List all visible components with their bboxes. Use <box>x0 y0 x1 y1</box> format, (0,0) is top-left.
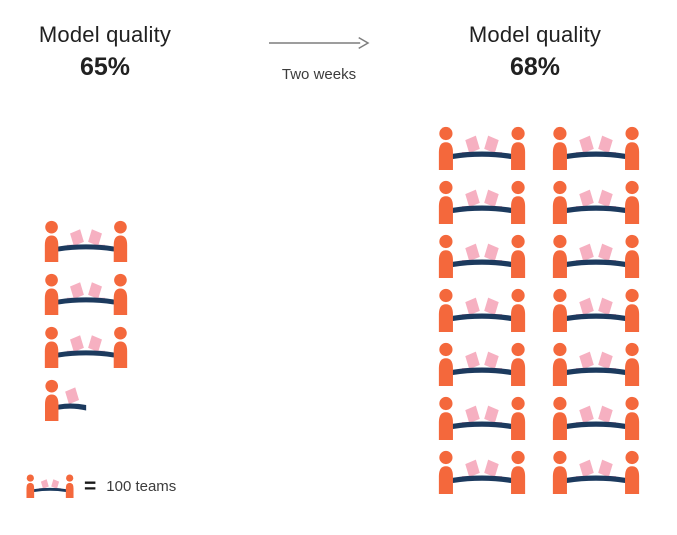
team-icon <box>438 126 526 170</box>
team-icon <box>438 180 526 224</box>
team-icon <box>552 450 640 494</box>
legend: = 100 teams <box>26 474 176 498</box>
team-icon <box>438 234 526 278</box>
team-icon <box>44 220 128 262</box>
before-icon-column <box>44 220 128 421</box>
before-title: Model quality <box>38 22 172 47</box>
team-icon <box>552 396 640 440</box>
team-icon <box>438 288 526 332</box>
transition: Two weeks <box>266 36 372 83</box>
legend-team-icon <box>26 474 74 498</box>
team-icon <box>552 180 640 224</box>
team-icon <box>438 450 526 494</box>
legend-label: 100 teams <box>106 477 177 495</box>
transition-label: Two weeks <box>281 66 357 83</box>
after-icon-grid <box>438 126 640 494</box>
half-team-icon <box>44 379 88 421</box>
team-icon <box>44 273 128 315</box>
team-icon <box>44 326 128 368</box>
team-icon <box>552 126 640 170</box>
before-header: Model quality 65% <box>10 22 200 82</box>
equals-sign: = <box>84 474 97 498</box>
right-arrow-icon <box>268 36 370 50</box>
team-icon <box>438 396 526 440</box>
after-header: Model quality 68% <box>428 22 642 82</box>
team-icon <box>438 342 526 386</box>
team-icon <box>552 234 640 278</box>
after-title: Model quality <box>468 22 602 47</box>
before-value: 65% <box>79 53 131 81</box>
after-value: 68% <box>509 53 561 81</box>
team-icon <box>552 288 640 332</box>
team-icon <box>552 342 640 386</box>
